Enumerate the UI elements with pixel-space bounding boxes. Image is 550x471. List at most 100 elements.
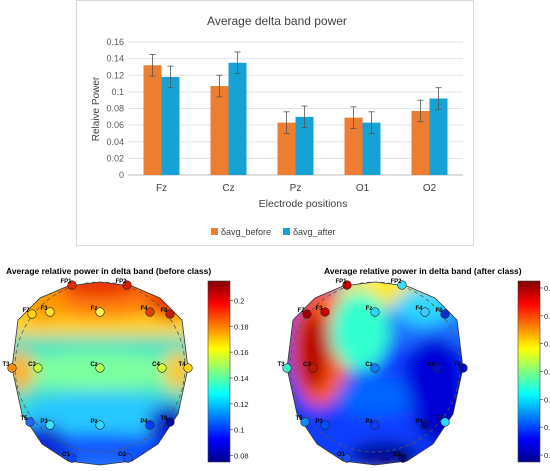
electrode-f7: F7 xyxy=(22,308,37,319)
electrode-label: O1 xyxy=(62,452,71,458)
electrode-label: T4 xyxy=(453,362,461,368)
electrode-label: FP1 xyxy=(335,279,347,285)
electrode-t6: T6 xyxy=(435,416,450,427)
electrode-fp1: FP1 xyxy=(335,279,352,290)
electrode-label: O2 xyxy=(118,452,127,458)
bar-δavg_after xyxy=(161,76,180,175)
x-tick-label: O2 xyxy=(423,183,437,194)
colorbar-tick-label: 0.06 xyxy=(544,451,550,460)
electrode-label: T5 xyxy=(295,416,303,422)
electrode-label: T6 xyxy=(160,416,168,422)
y-tick-label: 0 xyxy=(119,170,124,180)
electrode-label: F7 xyxy=(297,308,305,314)
electrode-label: FP2 xyxy=(115,279,127,285)
electrode-label: Fz xyxy=(91,306,98,312)
x-tick-labels: Fz Cz Pz O1 O2 xyxy=(156,183,437,194)
electrode-p3: P3 xyxy=(315,419,330,430)
colorbar-tick-label: 0.14 xyxy=(544,340,550,349)
y-tick-label: 0.1 xyxy=(111,87,124,97)
electrode-label: C4 xyxy=(427,362,435,368)
x-tick-label: O1 xyxy=(356,183,370,194)
electrode-label: C3 xyxy=(303,362,311,368)
electrode-label: C4 xyxy=(152,362,160,368)
y-tick-label: 0.14 xyxy=(106,54,124,64)
bar-δavg_before xyxy=(411,110,430,175)
electrode-label: T5 xyxy=(20,416,28,422)
electrode-label: Pz xyxy=(90,419,97,425)
electrode-cz: Cz xyxy=(365,362,380,373)
colorbar-tick-label: 0.16 xyxy=(234,348,249,357)
electrode-p4: P4 xyxy=(415,419,430,430)
electrode-t5: T5 xyxy=(20,416,35,427)
electrode-c4: C4 xyxy=(152,362,167,373)
colorbar-tick-label: 0.12 xyxy=(234,400,249,409)
electrode-label: Pz xyxy=(365,419,372,425)
colorbar-tick-label: 0.18 xyxy=(234,322,249,331)
electrode-fp2: FP2 xyxy=(390,279,407,290)
gridlines xyxy=(128,41,463,176)
electrode-label: F4 xyxy=(140,306,148,312)
electrode-label: O2 xyxy=(393,452,402,458)
y-tick-label: 0.16 xyxy=(106,37,124,47)
electrode-label: O1 xyxy=(337,452,346,458)
colorbar-tick-label: 0.1 xyxy=(544,395,550,404)
electrode-o2: O2 xyxy=(118,452,133,463)
electrode-fz: Fz xyxy=(366,306,380,317)
bar-δavg_after xyxy=(295,116,314,175)
bars xyxy=(143,51,448,175)
colorbar-tick-label: 0.08 xyxy=(544,423,550,432)
electrode-f8: F8 xyxy=(435,308,450,319)
legend-label-before: δavg_before xyxy=(221,227,271,237)
bar-δavg_after xyxy=(228,62,247,175)
bar-δavg_before xyxy=(344,117,363,175)
map-title-after: Average relative power in delta band (af… xyxy=(324,266,522,276)
y-tick-label: 0.08 xyxy=(106,104,124,114)
electrode-label: P4 xyxy=(415,419,423,425)
electrode-pz: Pz xyxy=(90,419,105,430)
y-tick-label: 0.04 xyxy=(106,137,124,147)
electrode-label: C3 xyxy=(28,362,36,368)
electrode-fz: Fz xyxy=(91,306,105,317)
colorbar-tick-label: 0.18 xyxy=(544,284,550,293)
y-tick-labels: 0 0.02 0.04 0.06 0.08 0.1 0.12 0.14 0.16 xyxy=(106,37,124,180)
electrode-label: T3 xyxy=(2,362,10,368)
electrode-t4: T4 xyxy=(178,362,193,373)
electrode-f3: F3 xyxy=(315,306,330,317)
y-tick-label: 0.06 xyxy=(106,120,124,130)
electrode-o1: O1 xyxy=(62,452,77,463)
electrode-label: F8 xyxy=(435,308,443,314)
electrode-label: F4 xyxy=(415,306,423,312)
electrode-f3: F3 xyxy=(40,306,55,317)
colorbar-tick-label: 0.2 xyxy=(234,296,244,305)
y-tick-label: 0.12 xyxy=(106,70,124,80)
electrode-label: Cz xyxy=(365,362,372,368)
electrode-f4: F4 xyxy=(140,306,155,317)
electrode-o2: O2 xyxy=(393,452,408,463)
head-outline-after xyxy=(286,281,464,466)
electrode-c4: C4 xyxy=(427,362,442,373)
electrode-t3: T3 xyxy=(2,362,17,373)
electrode-fp2: FP2 xyxy=(115,279,132,290)
electrodes-before: FP1 FP2 F7 F3 Fz F4 F8 T3 C3 Cz C4 T4 T5 P3 Pz P4 T6 O1 O2 xyxy=(2,279,193,463)
colorbar-ticks-after: 0.18 0.16 0.14 0.12 0.1 0.08 0.06 xyxy=(540,284,550,460)
x-tick-label: Pz xyxy=(290,183,302,194)
electrode-label: F3 xyxy=(40,306,48,312)
electrode-cz: Cz xyxy=(90,362,105,373)
electrode-label: P4 xyxy=(140,419,148,425)
electrode-pz: Pz xyxy=(365,419,380,430)
electrode-c3: C3 xyxy=(28,362,43,373)
electrode-c3: C3 xyxy=(303,362,318,373)
electrode-label: FP2 xyxy=(390,279,402,285)
bar-chart: Average delta band power 0 0.02 0.04 0.06 0.… xyxy=(91,14,463,237)
electrode-t6: T6 xyxy=(160,416,175,427)
electrode-t5: T5 xyxy=(295,416,310,427)
electrodes-after: FP1 FP2 F7 F3 Fz F4 F8 T3 C3 Cz C4 T4 T5 P3 Pz P4 T6 O1 O2 xyxy=(277,279,468,463)
topomap-before: FP1 FP2 F7 F3 Fz F4 F8 T3 C3 Cz C4 T4 T5 P3 Pz P4 T6 O1 O2… xyxy=(2,279,249,466)
colorbar-tick-label: 0.16 xyxy=(544,312,550,321)
bar-δavg_after xyxy=(429,98,448,175)
electrode-label: T4 xyxy=(178,362,186,368)
electrode-t3: T3 xyxy=(277,362,292,373)
bar-δavg_before xyxy=(277,122,296,175)
electrode-label: F8 xyxy=(160,308,168,314)
topomap-after: FP1 FP2 F7 F3 Fz F4 F8 T3 C3 Cz C4 T4 T5 P3 Pz P4 T6 O1 O2… xyxy=(277,279,550,466)
